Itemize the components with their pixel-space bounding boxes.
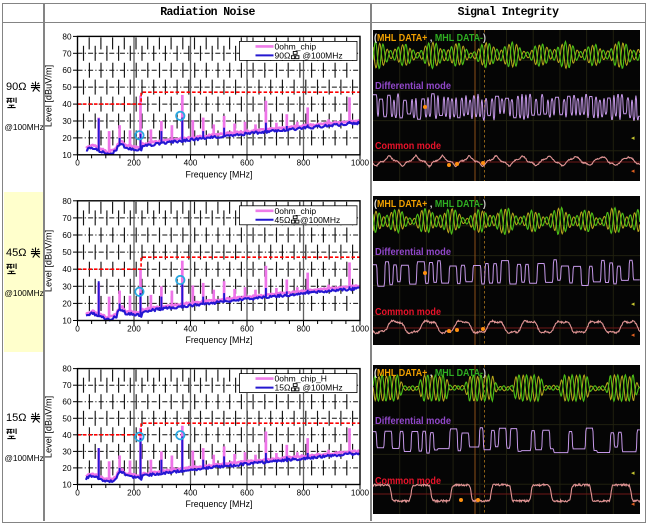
svg-text:(MHL DATA+ , MHL DATA-): (MHL DATA+ , MHL DATA-) bbox=[374, 198, 486, 210]
svg-text:70: 70 bbox=[62, 214, 72, 223]
svg-text:40: 40 bbox=[62, 100, 72, 109]
svg-text:@100MHz: @100MHz bbox=[5, 288, 44, 298]
svg-text:◂: ◂ bbox=[631, 470, 635, 477]
svg-text:0: 0 bbox=[75, 159, 80, 168]
svg-text:@100MHz: @100MHz bbox=[300, 383, 343, 393]
svg-text:◂: ◂ bbox=[631, 501, 635, 508]
svg-text:Common mode: Common mode bbox=[375, 307, 441, 318]
svg-text:20: 20 bbox=[62, 464, 72, 473]
svg-text:◂: ◂ bbox=[631, 135, 635, 142]
svg-text:30: 30 bbox=[62, 117, 72, 126]
svg-text:Differential mode: Differential mode bbox=[375, 81, 451, 92]
svg-text:20: 20 bbox=[62, 134, 72, 143]
svg-text:200: 200 bbox=[127, 324, 141, 333]
svg-text:80: 80 bbox=[62, 365, 72, 374]
svg-text:Differential mode: Differential mode bbox=[375, 416, 451, 427]
svg-text:Frequency [MHz]: Frequency [MHz] bbox=[186, 169, 253, 179]
svg-text:800: 800 bbox=[297, 324, 311, 333]
svg-text:30: 30 bbox=[62, 447, 72, 456]
svg-text:60: 60 bbox=[62, 398, 72, 407]
svg-text:Level [dBuV/m]: Level [dBuV/m] bbox=[44, 396, 54, 458]
svg-text:0ohm_chip: 0ohm_chip bbox=[275, 206, 317, 216]
svg-text:◂: ◂ bbox=[631, 332, 635, 339]
svg-text:Level [dBuV/m]: Level [dBuV/m] bbox=[44, 230, 54, 292]
svg-text:30: 30 bbox=[62, 282, 72, 291]
svg-text:50: 50 bbox=[62, 248, 72, 257]
svg-text:50: 50 bbox=[62, 83, 72, 92]
svg-text:10: 10 bbox=[62, 317, 72, 326]
svg-text:@100MHz: @100MHz bbox=[300, 215, 340, 225]
svg-text:45Ω: 45Ω bbox=[6, 247, 26, 259]
svg-text:◂: ◂ bbox=[631, 168, 635, 175]
svg-text:200: 200 bbox=[127, 488, 141, 497]
svg-text:Common mode: Common mode bbox=[375, 141, 441, 152]
svg-text:600: 600 bbox=[240, 159, 254, 168]
svg-text:1000: 1000 bbox=[351, 488, 370, 497]
svg-text:800: 800 bbox=[297, 159, 311, 168]
svg-text:400: 400 bbox=[184, 488, 198, 497]
svg-text:40: 40 bbox=[62, 265, 72, 274]
svg-text:Level [dBuV/m]: Level [dBuV/m] bbox=[44, 65, 54, 127]
svg-text:60: 60 bbox=[62, 66, 72, 75]
svg-text:20: 20 bbox=[62, 299, 72, 308]
svg-text:60: 60 bbox=[62, 231, 72, 240]
svg-text:50: 50 bbox=[62, 414, 72, 423]
svg-text:90Ω: 90Ω bbox=[275, 50, 291, 60]
svg-text:Differential mode: Differential mode bbox=[375, 247, 451, 258]
svg-text:600: 600 bbox=[240, 324, 254, 333]
svg-text:Frequency [MHz]: Frequency [MHz] bbox=[186, 335, 253, 345]
svg-text:40: 40 bbox=[62, 431, 72, 440]
svg-text:@100MHz: @100MHz bbox=[300, 50, 343, 60]
svg-text:@100MHz: @100MHz bbox=[5, 122, 44, 132]
svg-text:(MHL DATA+ , MHL DATA-): (MHL DATA+ , MHL DATA-) bbox=[374, 32, 486, 44]
svg-text:70: 70 bbox=[62, 49, 72, 58]
svg-text:15Ω: 15Ω bbox=[6, 412, 26, 424]
svg-text:80: 80 bbox=[62, 32, 72, 41]
svg-text:10: 10 bbox=[62, 151, 72, 160]
svg-text:45Ω: 45Ω bbox=[275, 215, 291, 225]
svg-text:15Ω: 15Ω bbox=[275, 383, 291, 393]
svg-text:0: 0 bbox=[75, 488, 80, 497]
svg-text:0: 0 bbox=[75, 324, 80, 333]
svg-text:0ohm_chip: 0ohm_chip bbox=[275, 41, 317, 51]
svg-text:◂: ◂ bbox=[631, 301, 635, 308]
svg-text:80: 80 bbox=[62, 197, 72, 206]
svg-text:Frequency [MHz]: Frequency [MHz] bbox=[186, 499, 253, 509]
svg-text:800: 800 bbox=[297, 488, 311, 497]
svg-text:90Ω: 90Ω bbox=[6, 81, 26, 93]
svg-text:400: 400 bbox=[184, 324, 198, 333]
svg-text:1000: 1000 bbox=[351, 159, 370, 168]
svg-text:Common mode: Common mode bbox=[375, 476, 441, 487]
svg-text:70: 70 bbox=[62, 381, 72, 390]
svg-text:(MHL DATA+ , MHL DATA-): (MHL DATA+ , MHL DATA-) bbox=[374, 367, 486, 379]
svg-text:10: 10 bbox=[62, 481, 72, 490]
svg-text:200: 200 bbox=[127, 159, 141, 168]
svg-text:1000: 1000 bbox=[351, 324, 370, 333]
svg-text:600: 600 bbox=[240, 488, 254, 497]
svg-text:400: 400 bbox=[184, 159, 198, 168]
svg-text:0ohm_chip_H: 0ohm_chip_H bbox=[275, 374, 327, 384]
svg-text:@100MHz: @100MHz bbox=[5, 453, 44, 463]
